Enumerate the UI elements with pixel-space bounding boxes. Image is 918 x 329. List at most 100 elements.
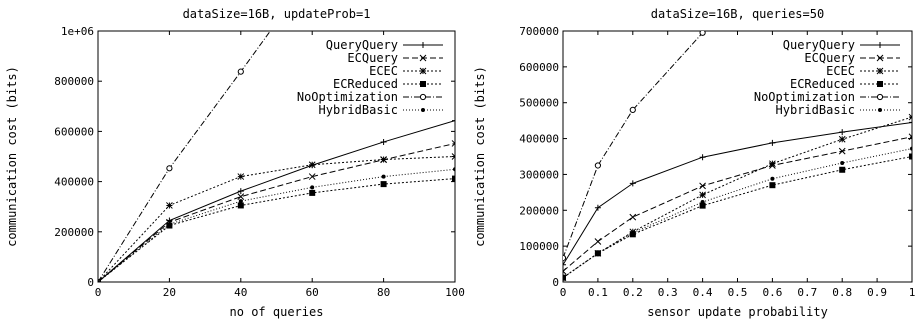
x-tick-label: 0.1 (588, 286, 608, 299)
data-point-ecquery (629, 213, 637, 221)
data-point-ecec (838, 135, 846, 143)
y-tick-label: 800000 (54, 75, 94, 88)
legend-label: HybridBasic (776, 103, 855, 117)
x-tick-label: 20 (163, 286, 176, 299)
data-point-queryquery (839, 129, 846, 136)
data-point-nooptimization (594, 162, 602, 169)
legend-label: ECReduced (790, 77, 855, 91)
x-tick-label: 40 (234, 286, 247, 299)
x-axis-label: sensor update probability (647, 305, 828, 319)
x-tick-label: 0.7 (797, 286, 817, 299)
data-point-nooptimization (629, 106, 636, 113)
series-line-ecreduced (563, 156, 912, 279)
data-point-ecec (166, 202, 173, 209)
y-tick-label: 400000 (519, 133, 559, 146)
data-point-ecreduced (699, 202, 706, 209)
series-queryquery (563, 119, 912, 268)
series-line-queryquery (98, 120, 455, 282)
data-point-queryquery (699, 154, 706, 161)
data-point-ecreduced (380, 181, 387, 188)
data-point-hybridbasic (310, 185, 315, 190)
data-point-hybridbasic (595, 251, 600, 256)
x-tick-label: 0 (560, 286, 567, 299)
legend-marker (876, 67, 884, 75)
series-line-nooptimization (563, 31, 705, 259)
legend-label: NoOptimization (297, 90, 398, 104)
data-point-ecreduced (909, 153, 912, 160)
data-point-hybridbasic (910, 146, 912, 151)
data-point-ecquery (838, 147, 846, 155)
legend-marker (419, 67, 427, 75)
series-line-hybridbasic (98, 168, 455, 282)
data-point-ecreduced (237, 202, 244, 209)
data-point-hybridbasic (563, 275, 565, 280)
chart-panel-2: dataSize=16B, queries=50 0 0.1 0.2 0.3 0.4 0.5… (473, 7, 916, 319)
series-ecquery (98, 140, 455, 282)
x-tick-label: 0.6 (762, 286, 782, 299)
y-tick-label: 300000 (519, 168, 559, 181)
series-nooptimization (98, 31, 271, 282)
chart-title: dataSize=16B, updateProb=1 (183, 7, 371, 21)
data-point-ecec (451, 153, 455, 160)
legend-marker (876, 93, 884, 101)
y-axis-label: communication cost (bits) (473, 66, 487, 247)
data-point-hybridbasic (167, 222, 172, 227)
data-point-nooptimization (237, 68, 244, 75)
legend-label: ECReduced (333, 77, 398, 91)
legend-label: ECQuery (347, 51, 398, 65)
data-point-ecquery (237, 193, 245, 201)
plot-area (98, 31, 455, 282)
y-tick-label: 0 (87, 276, 94, 289)
data-point-hybridbasic (238, 199, 243, 204)
legend: QueryQueryECQueryECECECReducedNoOptimiza… (754, 38, 900, 117)
data-point-ecquery (563, 267, 567, 275)
y-tick-label: 400000 (54, 176, 94, 189)
y-tick-label: 600000 (54, 125, 94, 138)
series-hybridbasic (563, 146, 912, 280)
x-tick-label: 1 (909, 286, 916, 299)
series-line-ecquery (563, 136, 912, 272)
legend-marker (877, 81, 883, 87)
series-ecquery (563, 133, 912, 275)
data-point-queryquery (594, 204, 601, 211)
y-tick-label: 0 (552, 276, 559, 289)
legend-marker (420, 81, 426, 87)
series-line-nooptimization (98, 31, 271, 282)
data-point-hybridbasic (840, 160, 845, 165)
data-point-hybridbasic (453, 167, 455, 172)
plot-frame (97, 30, 456, 283)
legend-label: ECEC (826, 64, 855, 78)
series-line-ecec (98, 156, 455, 282)
chart-title: dataSize=16B, queries=50 (651, 7, 824, 21)
series-ecreduced (98, 175, 455, 282)
data-point-hybridbasic (770, 176, 775, 181)
series-hybridbasic (98, 167, 455, 282)
data-point-ecec (769, 160, 776, 168)
x-tick-label: 0.5 (728, 286, 748, 299)
legend-marker (419, 93, 427, 101)
data-point-ecreduced (452, 175, 455, 182)
x-tick-label: 0.9 (867, 286, 887, 299)
series-line-queryquery (563, 121, 912, 266)
data-point-nooptimization (563, 254, 567, 262)
legend-marker (878, 108, 882, 112)
x-tick-label: 60 (306, 286, 319, 299)
data-point-queryquery (909, 119, 912, 126)
plot-area (563, 31, 912, 282)
legend-label: HybridBasic (319, 103, 398, 117)
y-tick-label: 700000 (519, 25, 559, 38)
legend-marker (877, 42, 883, 48)
series-ecreduced (563, 153, 912, 281)
data-point-ecquery (699, 182, 706, 190)
data-point-queryquery (237, 188, 244, 195)
y-axis-label: communication cost (bits) (5, 66, 19, 247)
data-point-ecec (699, 191, 706, 199)
legend: QueryQueryECQueryECECECReducedNoOptimiza… (297, 38, 443, 117)
legend-label: ECQuery (804, 51, 855, 65)
data-point-ecec (908, 113, 912, 121)
chart-panel-1: dataSize=16B, updateProb=1 0 20 40 60 80 100 0 2… (5, 7, 465, 319)
data-point-ecquery (908, 133, 912, 141)
x-tick-label: 0.8 (832, 286, 852, 299)
